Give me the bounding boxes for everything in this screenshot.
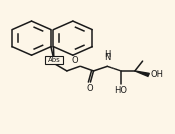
Text: OH: OH <box>150 70 163 79</box>
Text: O: O <box>71 56 78 65</box>
Text: H: H <box>104 50 110 59</box>
Polygon shape <box>135 71 149 76</box>
Text: O: O <box>87 84 93 93</box>
FancyBboxPatch shape <box>45 56 63 64</box>
Text: Abs: Abs <box>48 57 60 63</box>
Text: N: N <box>104 53 110 62</box>
Text: HO: HO <box>115 86 128 95</box>
